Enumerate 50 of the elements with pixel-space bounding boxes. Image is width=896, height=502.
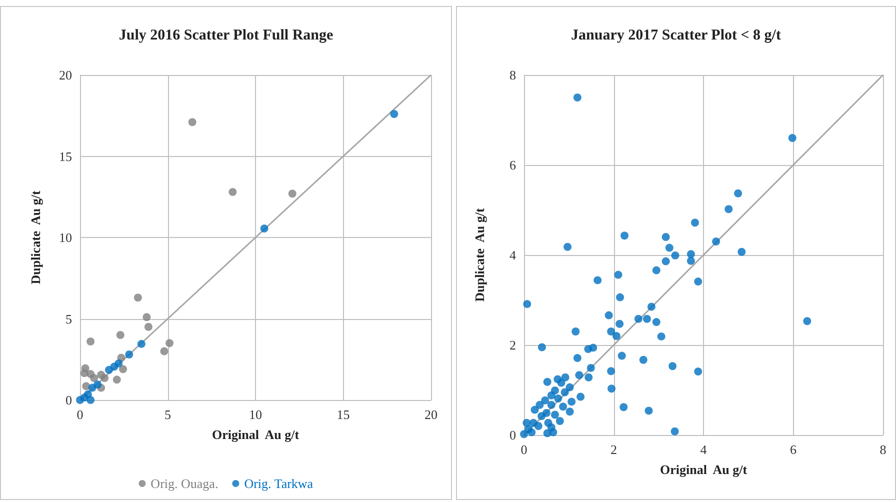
x-tick-label: 6 bbox=[790, 442, 797, 457]
point bbox=[80, 394, 88, 402]
x-tick-label: 0 bbox=[520, 442, 528, 457]
y-tick-label: 2 bbox=[510, 338, 516, 352]
x-tick-label: 8 bbox=[880, 442, 886, 457]
point bbox=[137, 340, 146, 348]
x-tick-label: 0 bbox=[76, 407, 84, 422]
x-tick-label: 5 bbox=[164, 407, 171, 422]
point bbox=[260, 224, 268, 233]
point bbox=[90, 374, 98, 382]
x-axis-title: Original Au g/t bbox=[660, 462, 748, 477]
point bbox=[390, 110, 398, 118]
y-tick-label: 0 bbox=[510, 428, 516, 442]
point bbox=[100, 374, 109, 382]
chart-title: July 2016 Scatter Plot Full Range bbox=[118, 28, 334, 44]
x-tick-label: 10 bbox=[249, 407, 262, 422]
point bbox=[160, 347, 168, 356]
legend-label: Orig. Tarkwa bbox=[244, 476, 314, 491]
point bbox=[86, 338, 95, 346]
legend-label: Orig. Ouaga. bbox=[150, 476, 218, 491]
point bbox=[104, 366, 113, 374]
y-tick-label: 5 bbox=[66, 311, 72, 326]
point bbox=[288, 190, 296, 198]
x-tick-label: 4 bbox=[700, 442, 708, 457]
point bbox=[112, 376, 121, 384]
point bbox=[142, 313, 151, 322]
y-tick-label: 4 bbox=[510, 248, 516, 262]
point bbox=[228, 188, 237, 196]
x-tick-label: 15 bbox=[336, 407, 350, 422]
point bbox=[88, 384, 96, 392]
y-tick-label: 8 bbox=[510, 68, 516, 82]
x-axis-title: Original Au g/t bbox=[212, 427, 300, 442]
y-tick-label: 15 bbox=[59, 148, 72, 164]
point bbox=[125, 350, 134, 358]
point bbox=[166, 339, 174, 348]
y-axis-title: Duplicate Au g/t bbox=[28, 190, 43, 284]
point bbox=[86, 396, 95, 404]
chart-title: January 2017 Scatter Plot < 8 g/t bbox=[571, 28, 781, 44]
point bbox=[116, 331, 124, 339]
x-tick-label: 20 bbox=[424, 407, 438, 422]
x-tick-label: 2 bbox=[610, 442, 617, 457]
y-axis-title: Duplicate Au g/t bbox=[472, 208, 487, 302]
y-tick-label: 20 bbox=[59, 68, 72, 82]
y-tick-label: 0 bbox=[66, 392, 72, 408]
y-tick-label: 6 bbox=[510, 158, 516, 172]
point bbox=[134, 294, 142, 302]
point bbox=[119, 365, 127, 374]
y-tick-label: 10 bbox=[59, 230, 72, 245]
point bbox=[188, 118, 196, 126]
point bbox=[144, 322, 152, 331]
